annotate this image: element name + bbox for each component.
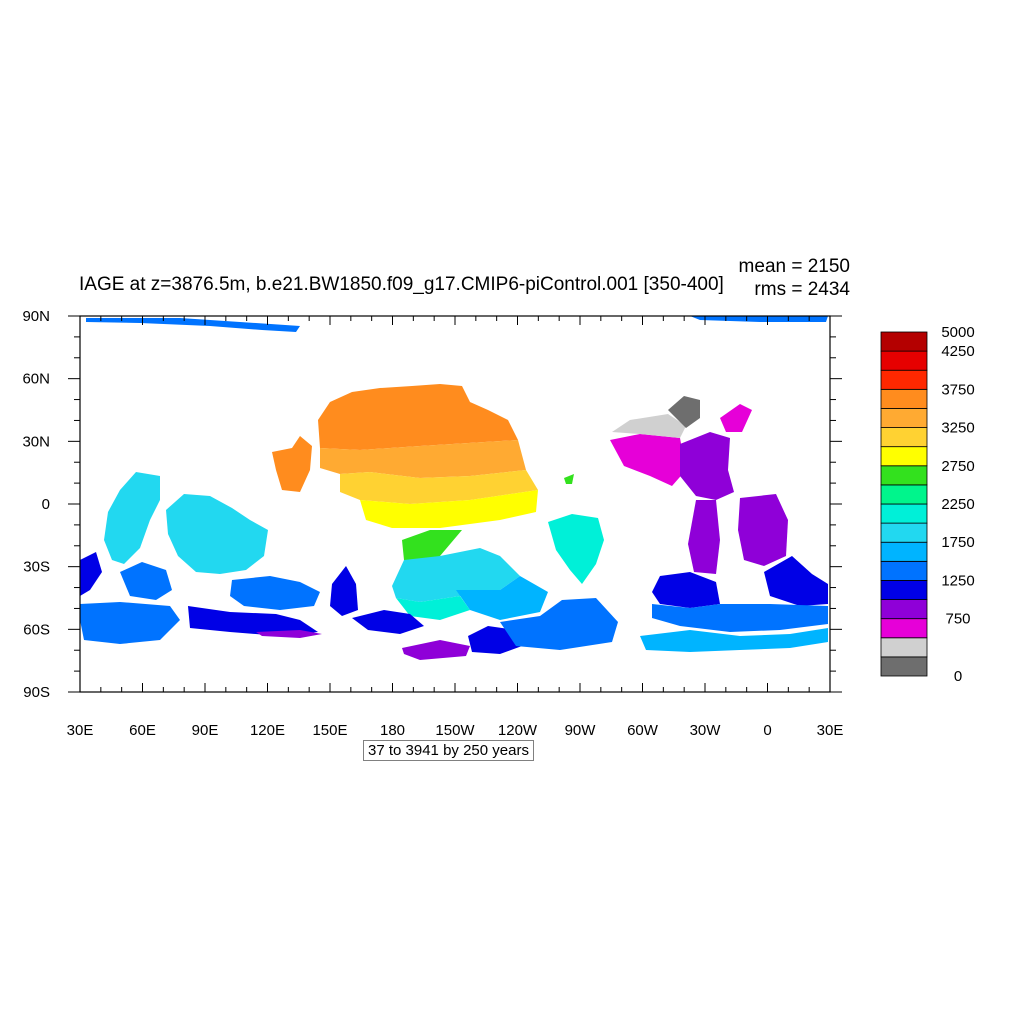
- colorbar-box: [880, 541, 928, 562]
- colorbar-box: [880, 408, 928, 428]
- east-pacific-teal: [548, 514, 604, 584]
- x-tick-label: 180: [380, 722, 405, 739]
- arctic-age-region-east: [690, 316, 828, 322]
- x-tick-label: 60E: [129, 722, 156, 739]
- colorbar-box: [880, 503, 928, 524]
- colorbar-box: [880, 427, 928, 448]
- colorbar-box: [880, 446, 928, 467]
- x-tick-label: 30E: [817, 722, 844, 739]
- y-tick-label: 30S: [23, 559, 50, 576]
- plot-title: IAGE at z=3876.5m, b.e21.BW1850.f09_g17.…: [79, 274, 724, 295]
- tasman-deep: [330, 566, 358, 616]
- north-atlantic-magenta: [610, 434, 686, 486]
- south-pacific-light-blue: [456, 576, 548, 620]
- x-tick-label: 0: [763, 722, 771, 739]
- colorbar-box: [880, 350, 928, 371]
- atlantic-purple-north: [680, 432, 734, 500]
- rms-value: rms = 2434: [754, 279, 850, 300]
- ocean-field: [80, 316, 828, 660]
- colorbar-box: [880, 484, 928, 505]
- mean-value: mean = 2150: [738, 256, 850, 277]
- y-tick-label: 60N: [22, 371, 50, 388]
- south-atlantic-deep-east: [764, 556, 828, 606]
- southern-ocean-deep-1: [188, 606, 318, 636]
- north-pacific-mid-age: [320, 440, 526, 478]
- atlantic-purple-east: [738, 494, 788, 566]
- x-axis-ticks: 30E 60E 90E 120E 150E 180 150W 120W 90W 60W 30W 0 30…: [67, 316, 844, 739]
- colorbar-label: 2750: [941, 458, 974, 475]
- y-tick-label: 90S: [23, 684, 50, 701]
- colorbar-box: [880, 618, 928, 639]
- y-tick-label: 60S: [23, 621, 50, 638]
- colorbar-box: [880, 656, 928, 677]
- south-pacific-teal: [396, 596, 470, 620]
- colorbar-label: 1750: [941, 534, 974, 551]
- y-axis-ticks: 90N 60N 30N 0 30S 60S 90S: [22, 308, 842, 701]
- x-tick-label: 30E: [67, 722, 94, 739]
- nordic-seas-magenta: [720, 404, 752, 432]
- x-tick-label: 30W: [690, 722, 722, 739]
- south-atlantic-deep-west: [652, 572, 720, 608]
- y-tick-label: 30N: [22, 433, 50, 450]
- colorbar-box: [880, 560, 928, 581]
- y-tick-label: 90N: [22, 308, 50, 325]
- contour-info-box: 37 to 3941 by 250 years: [363, 740, 534, 761]
- south-atlantic-blue-band: [652, 604, 828, 632]
- atlantic-purple-west: [688, 500, 720, 574]
- x-tick-label: 120W: [498, 722, 538, 739]
- colorbar-box: [880, 637, 928, 658]
- southern-ocean-west: [80, 602, 180, 644]
- indian-ocean-west: [104, 472, 160, 564]
- equatorial-pacific-age: [360, 490, 538, 528]
- colorbar-box: [880, 522, 928, 543]
- north-pacific-west-patch: [272, 436, 312, 492]
- x-tick-label: 60W: [627, 722, 659, 739]
- x-tick-label: 120E: [250, 722, 285, 739]
- colorbar-label: 1250: [941, 572, 974, 589]
- colorbar-label: 4250: [941, 343, 974, 360]
- central-pacific-age: [340, 470, 538, 504]
- arctic-age-region-west: [86, 318, 300, 332]
- ross-sea-purple: [402, 640, 470, 660]
- indian-ocean-southern-band: [230, 576, 320, 610]
- indian-ocean-central: [166, 494, 268, 574]
- colorbar: 0 750 1250 1750 2250 2750 3250 3750 4250 5000: [880, 324, 975, 685]
- map-frame: 30E 60E 90E 120E 150E 180 150W 120W 90W 60W 30W 0 30…: [22, 308, 843, 739]
- x-tick-label: 150W: [435, 722, 475, 739]
- north-pacific-age-region: [318, 384, 518, 450]
- colorbar-box: [880, 465, 928, 486]
- ross-sea-deep: [352, 610, 424, 634]
- north-atlantic-grey: [612, 414, 686, 438]
- x-tick-label: 150E: [312, 722, 347, 739]
- east-pacific-green-dot: [564, 474, 574, 484]
- south-pacific-cyan: [392, 548, 520, 602]
- indian-ocean-south-blue: [120, 562, 172, 600]
- colorbar-box: [880, 599, 928, 620]
- north-atlantic-dark-grey: [668, 396, 700, 428]
- x-tick-label: 90W: [565, 722, 597, 739]
- south-pacific-blue-band: [500, 598, 618, 650]
- southern-ocean-light-blue-east: [640, 628, 828, 652]
- colorbar-box: [880, 388, 928, 409]
- west-indian-deep: [80, 552, 102, 596]
- colorbar-label: 0: [954, 668, 962, 685]
- southern-ocean-purple-1: [256, 630, 322, 638]
- colorbar-label: 2250: [941, 496, 974, 513]
- colorbar-label: 3250: [941, 420, 974, 437]
- x-tick-label: 90E: [192, 722, 219, 739]
- colorbar-box: [880, 331, 928, 352]
- colorbar-label: 750: [945, 611, 970, 628]
- colorbar-box: [880, 580, 928, 600]
- colorbar-label: 5000: [941, 324, 974, 341]
- colorbar-label: 3750: [941, 381, 974, 398]
- colorbar-box: [880, 369, 928, 390]
- y-tick-label: 0: [42, 496, 50, 513]
